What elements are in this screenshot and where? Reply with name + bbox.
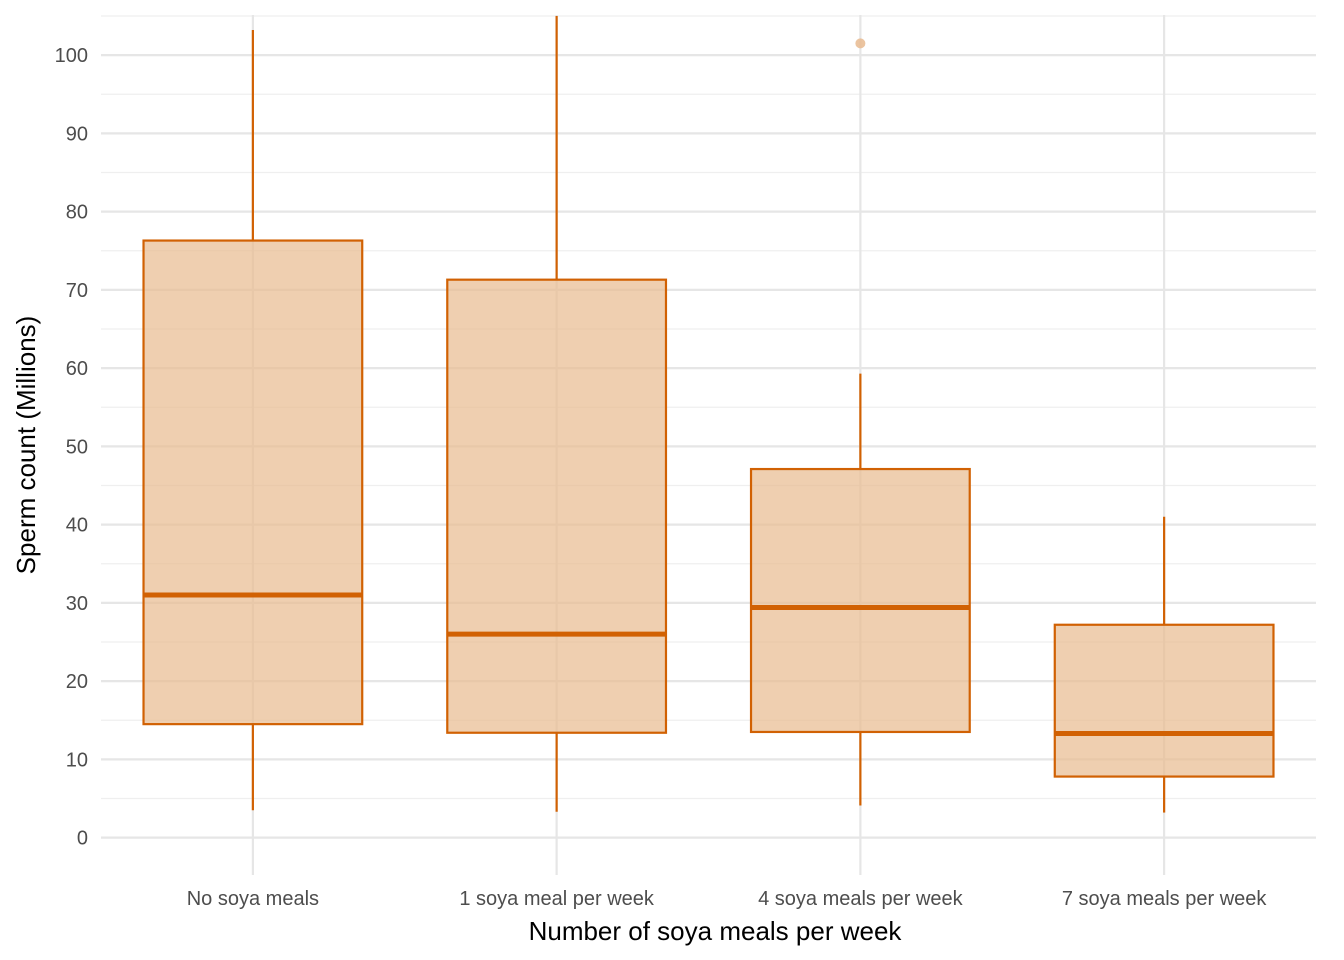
box-group [446,15,668,812]
x-tick-label: 4 soya meals per week [758,888,964,910]
box-group [749,38,971,806]
y-tick-label: 30 [66,593,88,615]
y-tick-label: 40 [66,515,88,537]
y-tick-label: 10 [66,749,88,771]
x-axis-title: Number of soya meals per week [529,916,903,946]
box-group [142,30,364,811]
y-tick-label: 70 [66,280,88,302]
x-tick-label: No soya meals [187,888,319,910]
y-tick-label: 60 [66,358,88,380]
iqr-box [142,239,364,726]
x-tick-label: 1 soya meal per week [459,888,655,910]
y-axis-title: Sperm count (Millions) [11,316,41,575]
box-group [1053,516,1275,813]
y-tick-labels: 0 10 20 30 40 50 60 70 80 90 100 [55,45,88,850]
outlier-point [855,38,866,49]
x-tick-label: 7 soya meals per week [1062,888,1268,910]
y-tick-label: 0 [77,828,88,850]
iqr-box [446,278,668,734]
y-tick-label: 90 [66,123,88,145]
y-tick-label: 50 [66,436,88,458]
y-tick-label: 20 [66,671,88,693]
y-tick-label: 80 [66,202,88,224]
y-tick-label: 100 [55,45,88,67]
iqr-box [1053,623,1275,778]
x-tick-labels: No soya meals 1 soya meal per week 4 soya … [187,888,1268,910]
iqr-box [749,467,971,734]
box-layer [142,15,1275,813]
